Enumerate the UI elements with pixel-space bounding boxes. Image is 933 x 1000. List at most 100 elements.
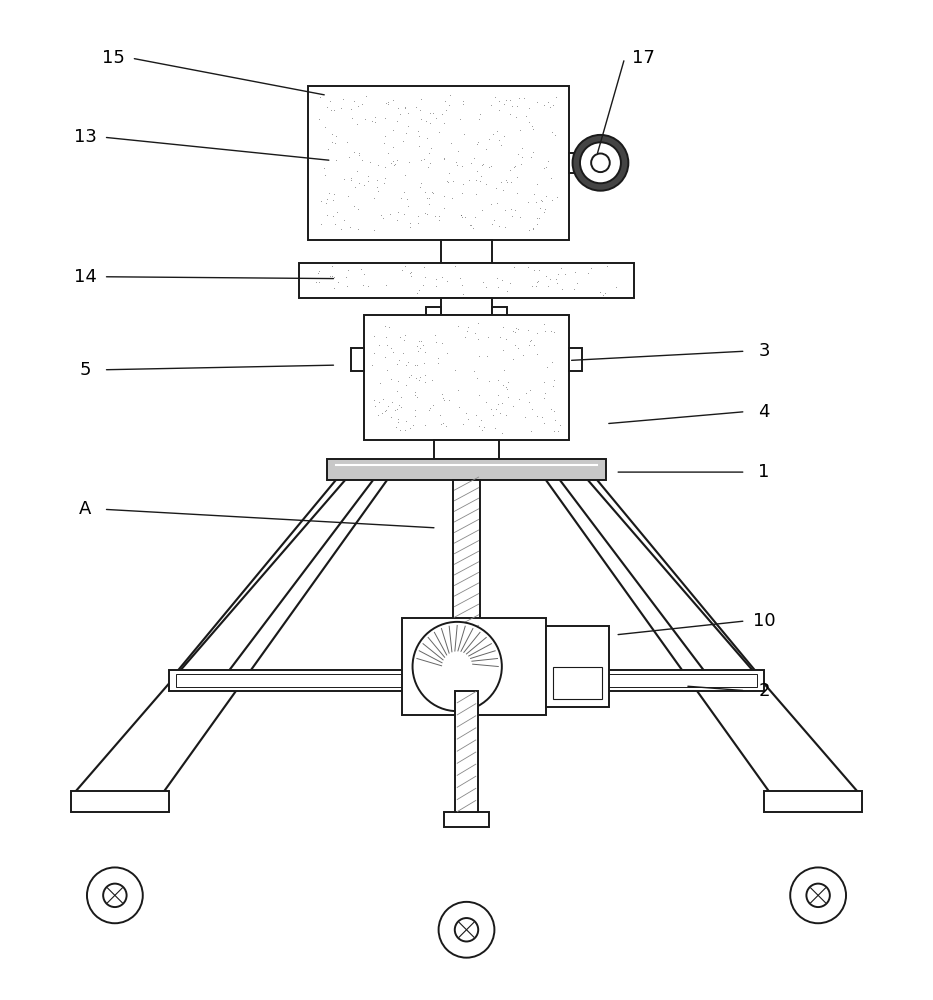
- Bar: [169, 670, 764, 691]
- Point: [537, 201, 552, 217]
- Point: [492, 132, 507, 148]
- Point: [413, 333, 428, 349]
- Point: [391, 414, 406, 430]
- Point: [383, 409, 398, 425]
- Point: [524, 423, 539, 439]
- Point: [425, 105, 440, 121]
- Point: [429, 110, 444, 126]
- Point: [494, 272, 509, 288]
- Point: [379, 277, 394, 293]
- Point: [325, 258, 340, 274]
- Point: [403, 215, 418, 231]
- Point: [331, 274, 346, 290]
- Point: [417, 417, 432, 433]
- Point: [381, 145, 396, 161]
- Point: [491, 279, 506, 295]
- Point: [492, 93, 507, 109]
- Point: [439, 418, 453, 434]
- Point: [468, 407, 483, 423]
- Point: [379, 337, 394, 353]
- Point: [373, 207, 388, 223]
- Point: [325, 126, 340, 142]
- Point: [417, 367, 432, 383]
- Point: [548, 412, 563, 428]
- Point: [443, 87, 458, 103]
- Point: [451, 143, 466, 159]
- Point: [432, 407, 447, 423]
- Point: [445, 190, 460, 206]
- Point: [411, 215, 425, 231]
- Point: [494, 425, 509, 441]
- Point: [548, 127, 563, 143]
- Point: [425, 372, 440, 388]
- Point: [508, 324, 522, 340]
- Point: [371, 394, 386, 410]
- Point: [540, 278, 555, 294]
- Point: [403, 264, 418, 280]
- Point: [358, 88, 373, 104]
- Point: [400, 198, 415, 214]
- Point: [408, 387, 423, 403]
- Point: [434, 416, 449, 432]
- Point: [457, 126, 472, 142]
- Point: [479, 141, 494, 157]
- Point: [547, 372, 562, 388]
- Point: [356, 177, 371, 193]
- Point: [506, 159, 521, 175]
- Point: [411, 333, 426, 349]
- Point: [411, 128, 426, 144]
- Point: [422, 190, 437, 206]
- Point: [412, 340, 427, 356]
- Point: [389, 401, 404, 417]
- Point: [522, 100, 536, 116]
- Point: [389, 383, 404, 399]
- Point: [519, 108, 534, 124]
- Point: [455, 416, 470, 432]
- Point: [352, 145, 367, 161]
- Point: [515, 149, 530, 165]
- Point: [545, 192, 560, 208]
- Point: [378, 159, 393, 175]
- Point: [550, 189, 564, 205]
- Point: [474, 202, 489, 218]
- Point: [490, 195, 505, 211]
- Point: [464, 155, 479, 171]
- Point: [407, 357, 422, 373]
- Point: [503, 174, 518, 190]
- Point: [352, 147, 367, 163]
- Point: [390, 152, 405, 168]
- Point: [505, 208, 520, 224]
- Point: [537, 323, 552, 339]
- Point: [342, 219, 357, 235]
- Point: [346, 144, 361, 160]
- Point: [462, 172, 477, 188]
- Point: [502, 106, 517, 122]
- Point: [526, 262, 541, 278]
- Point: [453, 207, 468, 223]
- Point: [392, 329, 407, 345]
- Bar: [455, 691, 478, 812]
- Point: [377, 318, 392, 334]
- Point: [412, 369, 427, 385]
- Point: [412, 138, 427, 154]
- Point: [549, 271, 564, 287]
- Point: [367, 114, 382, 130]
- Point: [333, 100, 348, 116]
- Point: [410, 389, 425, 405]
- Point: [494, 174, 508, 190]
- Point: [367, 345, 382, 361]
- Point: [469, 172, 484, 188]
- Point: [491, 102, 506, 118]
- Point: [482, 159, 497, 175]
- Point: [474, 412, 489, 428]
- Point: [609, 279, 624, 295]
- Point: [464, 217, 479, 233]
- Point: [341, 188, 355, 204]
- Bar: [327, 459, 606, 480]
- Point: [502, 162, 517, 178]
- Point: [533, 200, 548, 216]
- Point: [362, 154, 377, 170]
- Point: [513, 122, 528, 138]
- Point: [322, 93, 337, 109]
- Point: [479, 394, 494, 410]
